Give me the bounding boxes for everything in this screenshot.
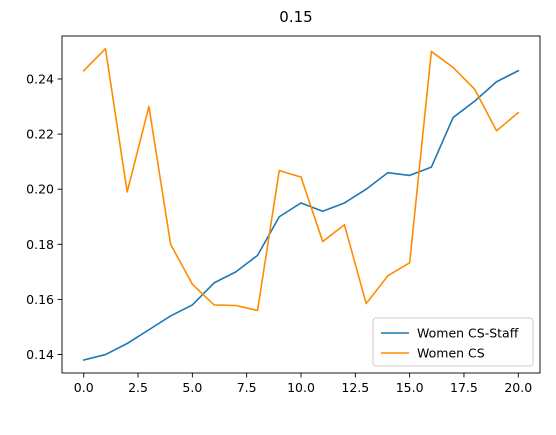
x-tick-label: 17.5 [450,380,478,395]
plot-background [62,36,540,373]
x-tick-label: 7.5 [237,380,257,395]
axes-frame [61,35,541,374]
y-tick-label: 0.24 [26,71,54,86]
x-tick-label: 12.5 [341,380,369,395]
x-tick-label: 20.0 [504,380,532,395]
legend-box [372,317,534,367]
x-tick-label: 10.0 [287,380,315,395]
y-tick-label: 0.18 [26,237,54,252]
y-tick-label: 0.22 [26,127,54,142]
x-tick-label: 2.5 [128,380,148,395]
y-tick-label: 0.14 [26,347,54,362]
series-layer [82,47,520,362]
axes-spines [61,35,541,374]
legend: Women CS-Staff Women CS [372,317,534,367]
legend-label-women-cs: Women CS [417,346,485,361]
series-line-women-cs [82,47,520,312]
legend-label-women-cs-staff: Women CS-Staff [417,326,519,341]
series-line-women-cs-staff [82,69,520,362]
plot-area [62,36,540,373]
chart-title: 0.15 [279,8,312,26]
x-tick-label: 5.0 [182,380,202,395]
x-tick-label: 0.0 [74,380,94,395]
x-axis: 0.0 2.5 5.0 7.5 10.0 12.5 15.0 17.5 20.0 [74,373,532,395]
y-axis: 0.14 0.16 0.18 0.20 0.22 0.24 [26,71,62,362]
y-tick-label: 0.20 [26,182,54,197]
x-tick-label: 15.0 [396,380,424,395]
y-tick-label: 0.16 [26,292,54,307]
